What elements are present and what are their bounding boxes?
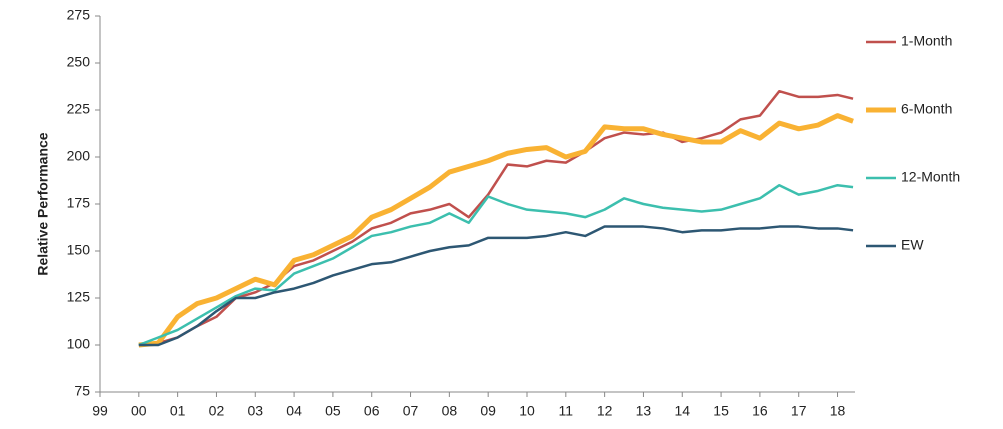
x-tick-label: 13 bbox=[636, 403, 652, 419]
legend-label: 6-Month bbox=[901, 101, 952, 117]
x-tick-label: 15 bbox=[713, 403, 729, 419]
line-series bbox=[138, 225, 854, 347]
x-tick-label: 03 bbox=[247, 403, 263, 419]
y-tick-label: 200 bbox=[67, 148, 91, 164]
x-tick-label: 00 bbox=[131, 403, 147, 419]
x-tick-label: 05 bbox=[325, 403, 341, 419]
y-tick-label: 250 bbox=[67, 54, 91, 70]
y-tick-label: 225 bbox=[67, 101, 91, 117]
x-tick-label: 06 bbox=[364, 403, 380, 419]
x-tick-label: 04 bbox=[286, 403, 302, 419]
line-series bbox=[138, 89, 854, 347]
y-axis-label: Relative Performance bbox=[35, 132, 51, 275]
legend-label: 12-Month bbox=[901, 169, 960, 185]
y-tick-label: 75 bbox=[74, 383, 90, 399]
y-tick-label: 175 bbox=[67, 195, 91, 211]
x-tick-label: 09 bbox=[480, 403, 496, 419]
x-tick-label: 12 bbox=[597, 403, 613, 419]
x-tick-label: 02 bbox=[209, 403, 225, 419]
x-tick-label: 07 bbox=[403, 403, 419, 419]
x-tick-label: 99 bbox=[92, 403, 108, 419]
line-series bbox=[138, 183, 854, 347]
y-tick-label: 125 bbox=[67, 289, 91, 305]
legend-label: 1-Month bbox=[901, 33, 952, 49]
y-tick-label: 100 bbox=[67, 336, 91, 352]
y-tick-label: 275 bbox=[67, 7, 91, 23]
x-tick-label: 10 bbox=[519, 403, 535, 419]
x-tick-label: 11 bbox=[559, 403, 574, 419]
x-tick-label: 16 bbox=[752, 403, 768, 419]
x-tick-label: 17 bbox=[791, 403, 807, 419]
line-series bbox=[138, 113, 854, 348]
x-tick-label: 18 bbox=[830, 403, 846, 419]
x-tick-label: 14 bbox=[674, 403, 690, 419]
x-tick-label: 08 bbox=[442, 403, 458, 419]
legend-label: EW bbox=[901, 237, 924, 253]
x-tick-label: 01 bbox=[170, 403, 186, 419]
y-tick-label: 150 bbox=[67, 242, 91, 258]
